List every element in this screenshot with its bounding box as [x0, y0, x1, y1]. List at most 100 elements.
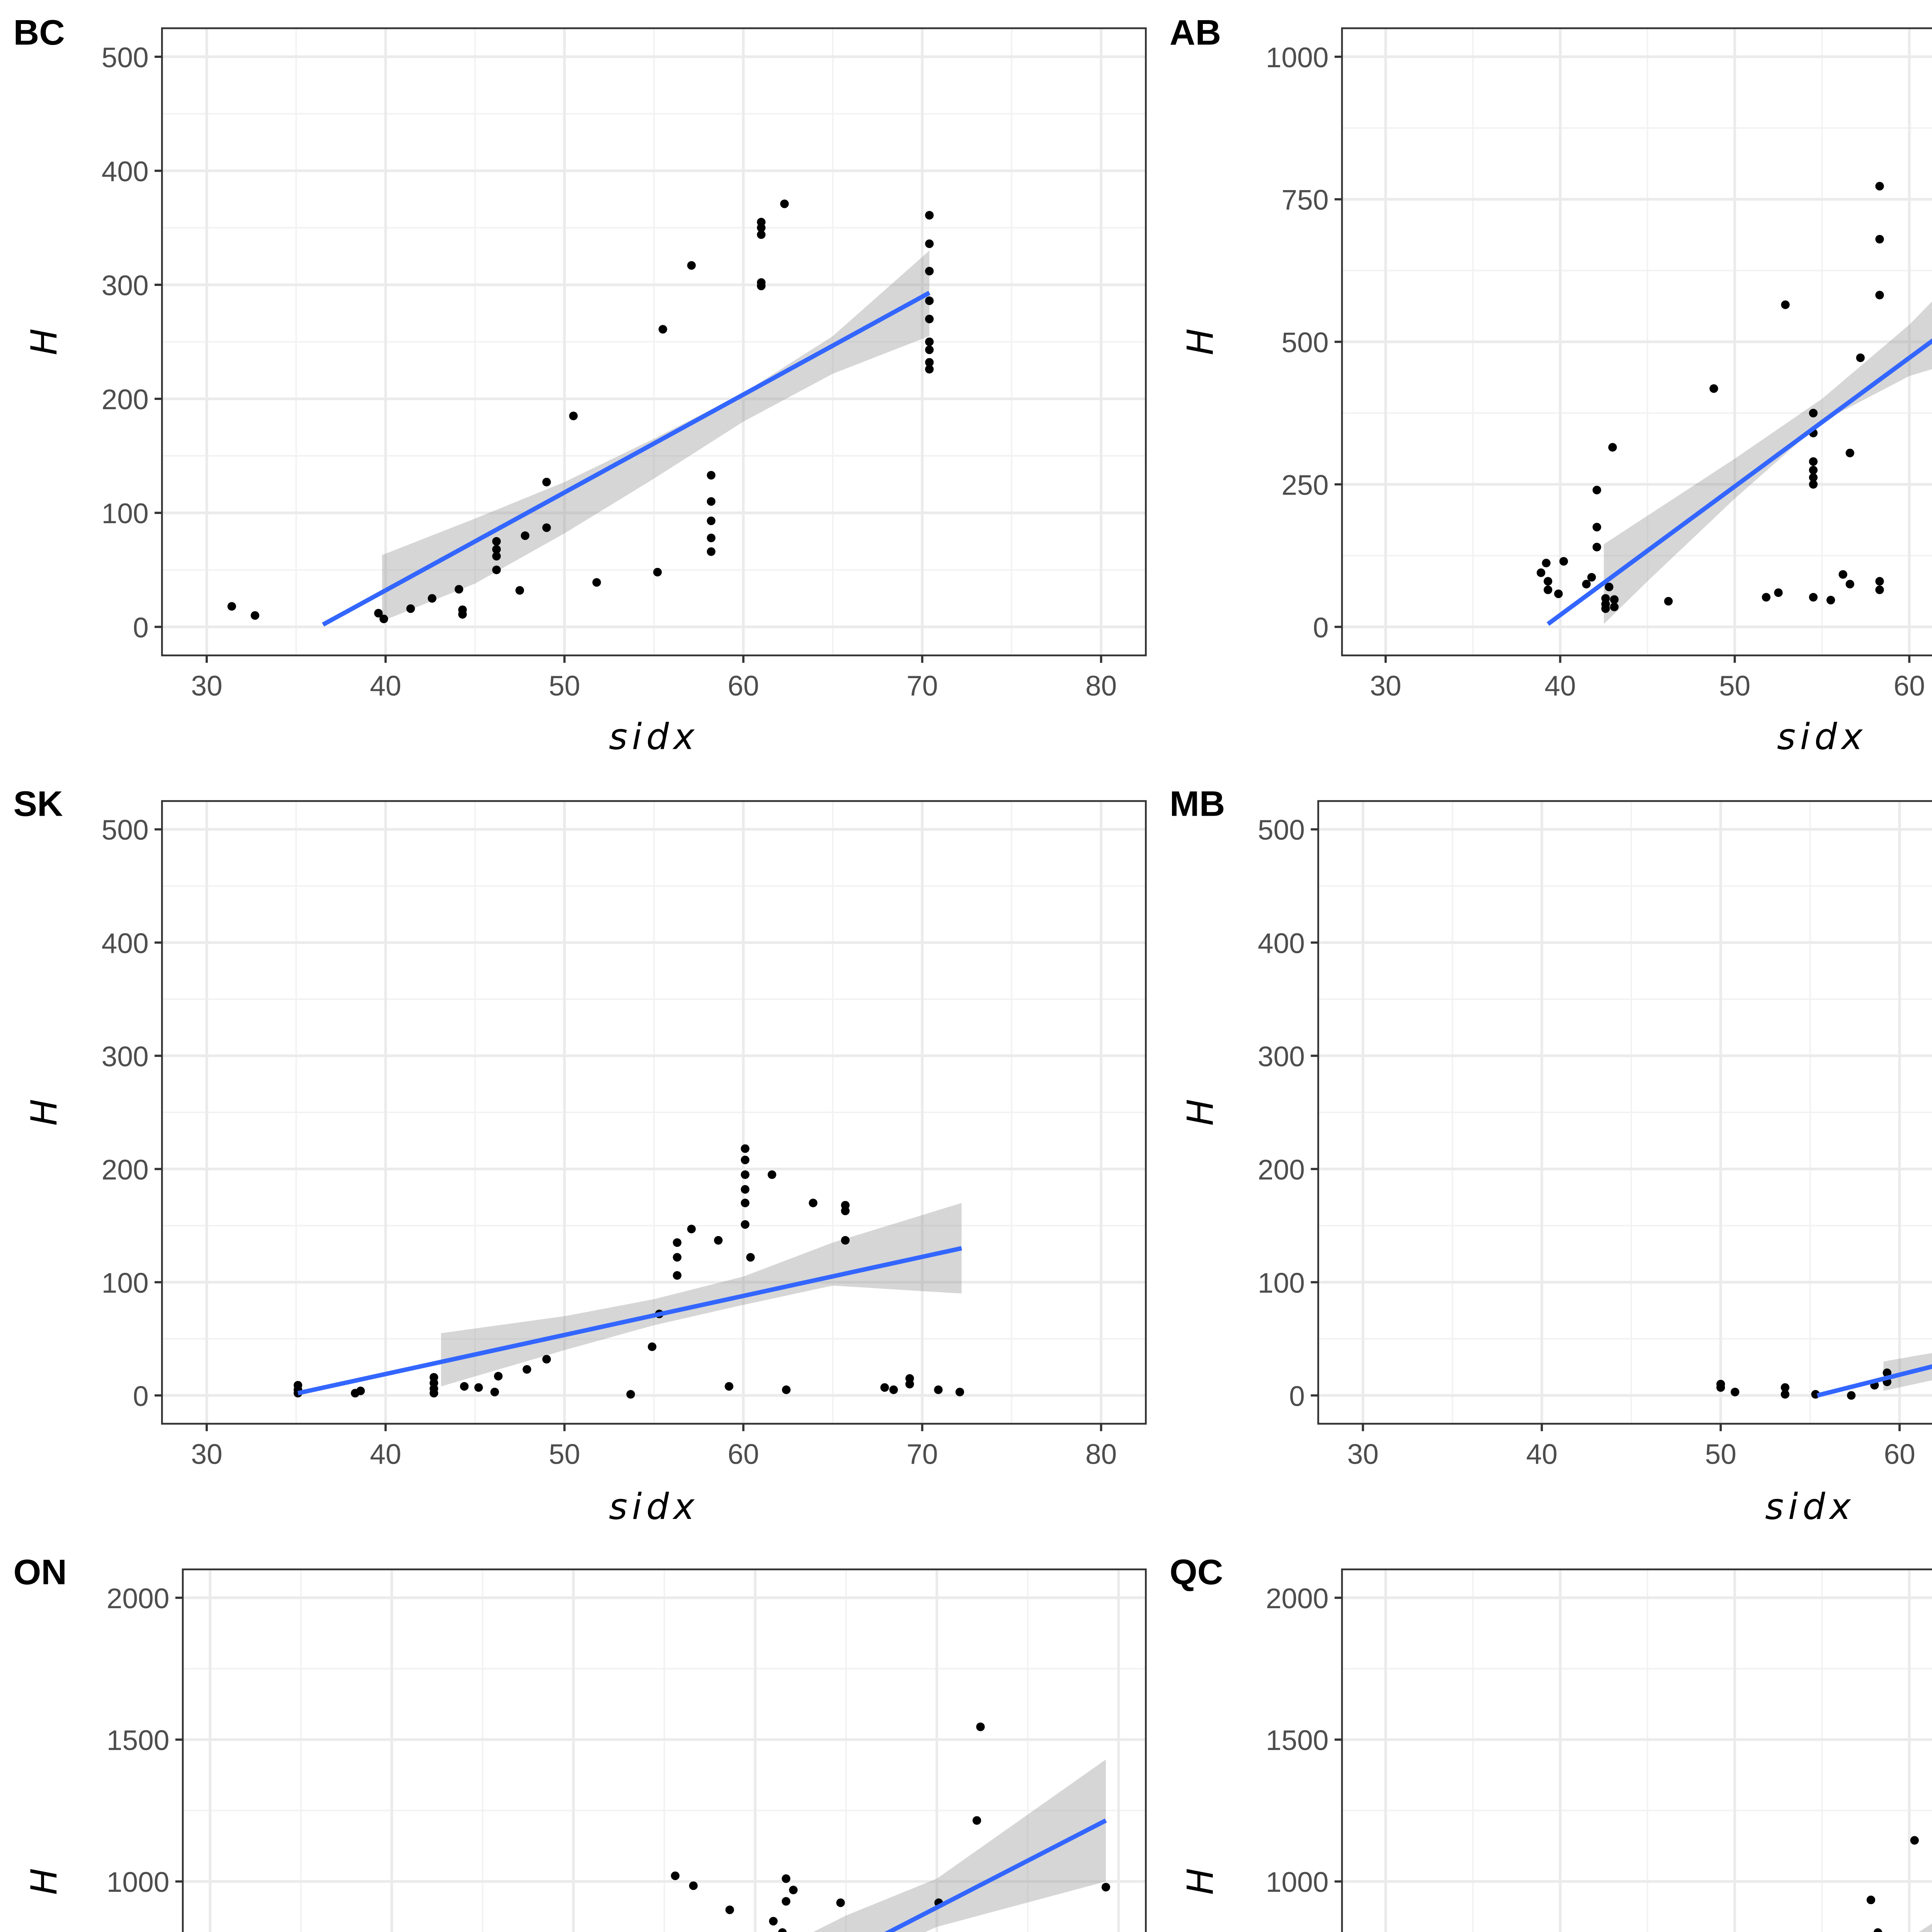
data-point — [1883, 1368, 1891, 1377]
data-point — [741, 1220, 750, 1229]
data-point — [429, 1389, 439, 1398]
data-point — [687, 1225, 696, 1233]
data-point — [1542, 558, 1551, 568]
panel-border — [161, 27, 1147, 656]
data-point — [741, 1185, 750, 1194]
data-point — [1845, 449, 1854, 457]
y-tick-label: 1000 — [107, 1867, 170, 1898]
y-tick-label: 200 — [102, 384, 149, 415]
data-point — [1809, 466, 1818, 474]
data-point — [626, 1390, 635, 1399]
data-point — [707, 471, 716, 480]
data-point — [1875, 585, 1884, 594]
data-point — [569, 412, 578, 420]
data-point — [925, 345, 934, 354]
data-point — [1866, 1895, 1876, 1905]
y-tick-label: 1500 — [107, 1725, 170, 1756]
data-point — [767, 1170, 776, 1179]
data-point — [406, 604, 415, 613]
panel-tag-label: ON — [14, 1552, 67, 1592]
panel-bc: 30 40 50 60 70 80 0 100 200 300 400 500 sidx H BC — [14, 12, 1147, 757]
data-point — [757, 281, 766, 291]
x-tick-label: 70 — [906, 670, 938, 702]
y-tick-label: 500 — [1258, 815, 1305, 846]
y-tick-label: 1500 — [1266, 1725, 1329, 1756]
data-point — [1536, 568, 1546, 577]
y-tick-label: 0 — [133, 1381, 149, 1412]
y-axis-title: H — [1179, 1868, 1221, 1895]
data-point — [1543, 585, 1553, 594]
data-point — [671, 1871, 680, 1880]
data-point — [741, 1155, 750, 1165]
data-point — [1543, 577, 1553, 586]
data-point — [1592, 523, 1601, 532]
x-axis-title: sidx — [1777, 716, 1867, 757]
data-point — [778, 1928, 787, 1932]
data-point — [648, 1342, 656, 1351]
x-tick-label: 50 — [549, 1439, 580, 1470]
y-tick-label: 100 — [1258, 1267, 1305, 1299]
y-axis-title: H — [23, 1099, 65, 1126]
data-point — [782, 1874, 791, 1883]
y-tick-label: 100 — [102, 498, 149, 529]
x-tick-label: 40 — [370, 670, 401, 702]
data-point — [653, 568, 662, 577]
x-tick-label: 80 — [1085, 1439, 1117, 1470]
panel-tag-label: SK — [14, 784, 63, 824]
data-point — [492, 537, 501, 546]
data-point — [542, 1355, 551, 1364]
data-point — [1608, 443, 1617, 452]
x-tick-label: 60 — [728, 670, 759, 702]
data-point — [757, 223, 766, 232]
panel-border — [182, 1568, 1147, 1932]
regression-line — [322, 291, 930, 627]
data-point — [1664, 597, 1673, 606]
y-tick-label: 0 — [1289, 1381, 1305, 1412]
data-point — [1809, 408, 1818, 418]
data-point — [714, 1236, 723, 1245]
data-point — [515, 586, 524, 595]
regression-line — [884, 1818, 1107, 1932]
data-point — [454, 585, 463, 594]
data-point — [1592, 486, 1601, 495]
y-tick-label: 200 — [1258, 1154, 1305, 1185]
regression-line — [1590, 1796, 1932, 1932]
data-point — [658, 325, 667, 334]
panel-tag-label: QC — [1170, 1552, 1223, 1592]
y-axis-title: H — [23, 328, 65, 355]
panel-border — [1317, 800, 1932, 1425]
x-tick-label: 60 — [728, 1439, 759, 1470]
x-tick-label: 30 — [191, 1439, 222, 1470]
data-point — [1601, 604, 1610, 613]
panel-qc: 3040506070800500100015002000sidxHQC — [1170, 1552, 1932, 1932]
regression-line — [297, 1246, 962, 1396]
data-point — [707, 497, 716, 506]
data-point — [789, 1886, 798, 1895]
data-point — [1582, 580, 1591, 588]
y-tick-label: 200 — [102, 1154, 149, 1185]
data-point — [741, 1170, 750, 1179]
data-point — [757, 230, 766, 239]
data-point — [1716, 1383, 1725, 1392]
y-tick-label: 750 — [1282, 185, 1329, 216]
y-tick-label: 400 — [102, 928, 149, 959]
y-axis-title: H — [1179, 1099, 1221, 1126]
data-point — [1762, 593, 1770, 602]
x-axis-title: sidx — [609, 716, 699, 757]
data-point — [1847, 1391, 1856, 1400]
x-tick-label: 30 — [1370, 670, 1401, 702]
panel-sk: 30 40 50 60 70 80 0 100 200 300 400 500 sidx H SK — [14, 784, 1147, 1527]
panel-mb: 3040506070800100200300400500sidxHMB — [1170, 784, 1932, 1527]
data-point — [1709, 384, 1718, 393]
confidence-band — [1918, 1923, 1932, 1932]
data-point — [460, 1382, 469, 1391]
y-tick-label: 0 — [133, 612, 149, 643]
data-point — [880, 1383, 889, 1392]
data-point — [741, 1199, 750, 1208]
data-point — [976, 1722, 985, 1731]
panel-on: 3040506070800500100015002000sidxHON — [14, 1552, 1147, 1932]
data-point — [689, 1881, 698, 1890]
data-point — [1610, 602, 1619, 611]
data-point — [925, 315, 934, 323]
y-tick-label: 500 — [102, 815, 149, 846]
